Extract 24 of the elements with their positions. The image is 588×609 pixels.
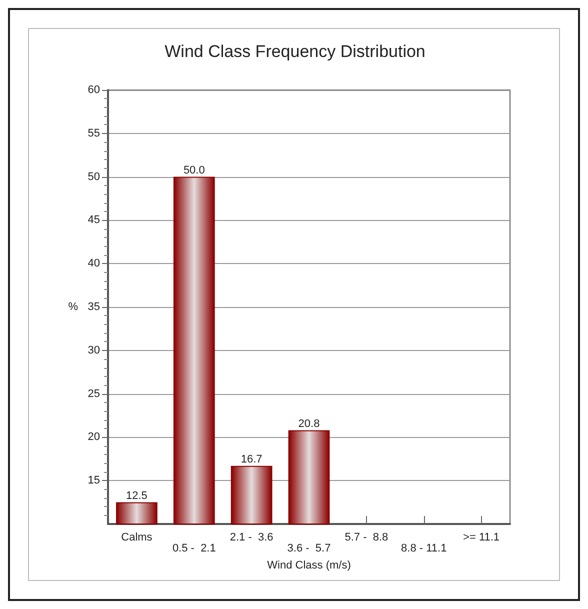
x-tick-label: 2.1 - 3.6 — [230, 532, 274, 544]
x-tick-label: >= 11.1 — [463, 532, 500, 544]
data-label: 16.7 — [240, 453, 262, 466]
x-tick-label: 0.5 - 2.1 — [172, 542, 216, 554]
data-label: 20.8 — [298, 418, 320, 430]
y-tick-label: 35 — [88, 301, 100, 313]
y-tick-label: 40 — [88, 258, 100, 270]
y-tick-label: 20 — [88, 431, 100, 444]
y-axis-title: % — [68, 301, 78, 313]
x-tick-label: 8.8 - 11.1 — [401, 542, 447, 554]
y-tick-label: 50 — [88, 170, 100, 183]
chart-title: Wind Class Frequency Distribution — [164, 42, 426, 61]
x-tick-label: Calms — [121, 532, 153, 544]
data-label: 12.5 — [126, 490, 148, 502]
y-tick-label: 25 — [88, 388, 100, 400]
y-tick-label: 15 — [88, 474, 100, 487]
y-tick-label: 55 — [88, 127, 100, 140]
y-tick-label: 60 — [88, 84, 100, 96]
data-label: 50.0 — [183, 164, 205, 176]
y-tick-label: 30 — [88, 344, 100, 356]
x-tick-label: 3.6 - 5.7 — [287, 542, 331, 554]
y-tick-label: 45 — [88, 214, 100, 226]
x-tick-label: 5.7 - 8.8 — [344, 532, 388, 544]
x-axis-title: Wind Class (m/s) — [267, 560, 351, 572]
